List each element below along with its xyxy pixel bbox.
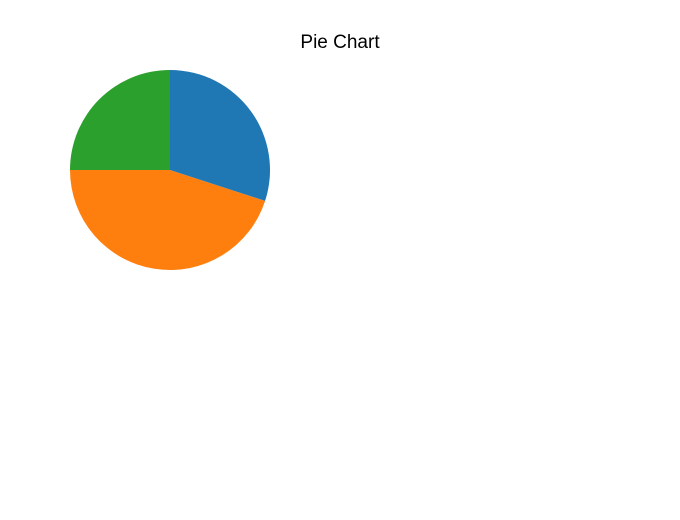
chart-title: Pie Chart [300, 32, 380, 53]
pie-slices [70, 69, 271, 271]
pie-slice-1 [70, 70, 170, 170]
pie-slice-2 [70, 170, 266, 271]
pie-slice-3 [170, 69, 271, 201]
